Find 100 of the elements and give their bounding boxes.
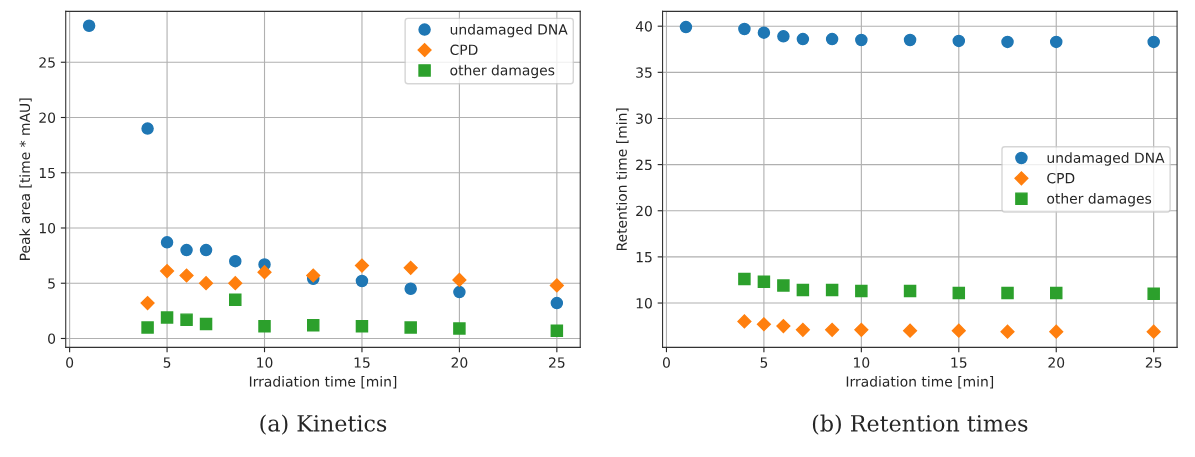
point <box>1001 35 1014 49</box>
point <box>403 260 418 275</box>
x-tick-label: 5 <box>760 357 768 368</box>
y-tick-label: 15 <box>39 167 55 179</box>
point <box>952 34 966 48</box>
y-tick-label: 20 <box>39 112 56 123</box>
y-tick-label: 35 <box>636 67 652 78</box>
point <box>140 296 155 311</box>
point <box>229 293 242 307</box>
y-axis-title: Retention time [min] <box>616 108 629 251</box>
text: (a) Kinetics <box>260 414 387 435</box>
point <box>257 265 272 280</box>
legend-label: undamaged DNA <box>1047 152 1165 166</box>
point <box>159 264 175 279</box>
y-tick-label: 25 <box>636 159 652 171</box>
point <box>141 122 154 135</box>
point <box>795 322 810 337</box>
point <box>855 284 868 298</box>
point <box>160 311 174 324</box>
y-tick-label: 15 <box>636 252 652 263</box>
x-tick-label: 0 <box>662 357 670 368</box>
x-tick-label: 5 <box>163 357 171 368</box>
point <box>549 278 564 293</box>
legend-label: other damages <box>1047 193 1152 207</box>
point <box>776 319 791 334</box>
point <box>404 282 417 296</box>
y-tick-label: 0 <box>48 333 56 344</box>
point <box>738 272 751 286</box>
y-tick-label: 40 <box>635 21 652 32</box>
point <box>199 243 213 257</box>
x-tick-label: 10 <box>257 357 273 368</box>
x-tick-label: 25 <box>1145 357 1162 368</box>
point <box>199 317 213 331</box>
x-axis-title: Irradiation time [min] <box>846 376 994 389</box>
x-tick-label: 20 <box>451 357 468 368</box>
point <box>453 322 466 335</box>
point <box>738 22 751 36</box>
y-tick-label: 10 <box>39 222 56 234</box>
point <box>1049 35 1063 49</box>
point <box>180 313 193 326</box>
point <box>756 317 771 332</box>
y-tick-label: 30 <box>636 113 652 124</box>
x-tick-label: 25 <box>549 357 565 368</box>
y-tick-label: 10 <box>636 297 652 309</box>
y-tick-label: 20 <box>636 205 652 217</box>
x-axis-title: Irradiation time [min] <box>249 376 397 389</box>
point <box>550 324 564 337</box>
point <box>180 243 193 257</box>
point <box>777 30 790 43</box>
legend-label: CPD <box>1047 172 1075 184</box>
x-tick-label: 15 <box>951 357 967 368</box>
legend-label: other damages <box>450 64 555 79</box>
x-tick-label: 15 <box>354 357 370 368</box>
point <box>825 32 839 46</box>
point <box>306 268 321 283</box>
point <box>777 279 790 292</box>
point <box>160 236 174 249</box>
x-tick-label: 0 <box>66 357 74 368</box>
point <box>453 285 466 299</box>
legend-label: CPD <box>450 44 478 56</box>
point <box>679 20 693 34</box>
point <box>1049 324 1064 339</box>
y-tick-label: 5 <box>48 278 55 289</box>
point <box>825 283 839 297</box>
point <box>903 284 917 298</box>
point <box>82 19 96 33</box>
point <box>757 26 771 39</box>
point <box>229 254 242 268</box>
point <box>355 274 369 288</box>
point <box>825 322 840 337</box>
point <box>952 286 966 300</box>
text: (b) Retention times <box>812 414 1028 435</box>
point <box>951 323 966 338</box>
point <box>796 283 810 297</box>
point <box>179 268 194 283</box>
point <box>550 296 564 310</box>
point <box>903 33 917 47</box>
point <box>141 321 154 334</box>
legend-label: undamaged DNA <box>450 23 568 38</box>
y-axis-title: Peak area [time * mAU] <box>19 98 32 260</box>
point <box>902 323 918 338</box>
point <box>355 320 369 333</box>
point <box>1001 286 1014 300</box>
point <box>796 32 810 46</box>
point <box>1000 324 1015 339</box>
point <box>452 272 467 287</box>
point <box>306 318 320 332</box>
point <box>258 320 271 333</box>
point <box>228 276 243 291</box>
point <box>354 258 370 273</box>
point <box>737 314 752 329</box>
point <box>1146 324 1161 339</box>
point <box>1147 287 1160 301</box>
point <box>404 321 417 334</box>
point <box>855 33 868 47</box>
point <box>854 322 869 337</box>
y-tick-label: 25 <box>39 57 55 68</box>
x-tick-label: 10 <box>854 357 870 368</box>
point <box>1147 35 1160 49</box>
point <box>1049 286 1063 300</box>
